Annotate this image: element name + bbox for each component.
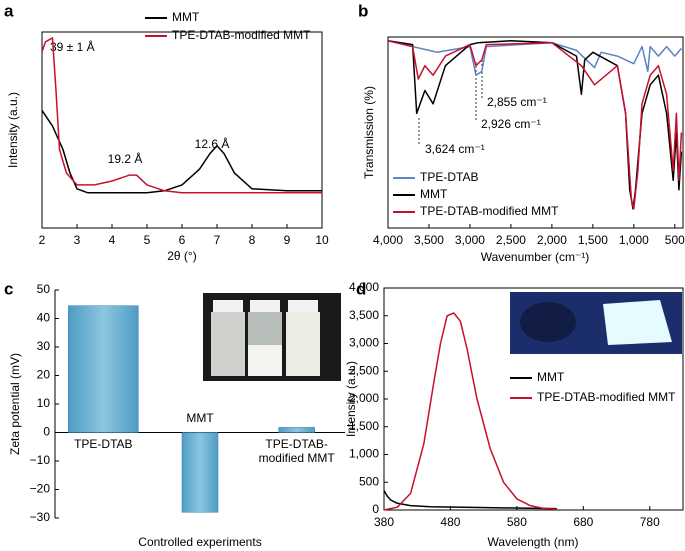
x-tick-label: 4,000 [373,233,403,247]
panel-letter: d [356,279,366,298]
legend-label: MMT [537,370,565,384]
powder-photo [510,292,682,354]
y-tick-label: −30 [30,510,51,524]
x-axis-label: Controlled experiments [138,535,261,549]
line-series [387,40,683,210]
x-axis-label: Wavelength (nm) [488,535,579,549]
x-tick-label: 380 [374,515,394,529]
y-tick-label: 10 [37,396,51,410]
y-tick-label: 4,000 [349,280,379,294]
x-tick-label: 1,000 [619,233,649,247]
panel-letter: b [358,1,368,20]
x-tick-label: 6 [179,233,186,247]
line-series [41,109,322,194]
x-tick-label: 2,000 [537,233,567,247]
x-tick-label: 480 [440,515,460,529]
line-series [387,40,683,210]
y-tick-label: 500 [359,474,379,488]
plot-frame [387,36,684,229]
x-tick-label: 4 [109,233,116,247]
legend-label: TPE-DTAB-modified MMT [537,390,676,404]
y-tick-label: 3,000 [349,336,379,350]
x-tick-label: 8 [249,233,256,247]
legend-label: MMT [172,10,200,24]
vial-photo [203,293,341,381]
legend-label: TPE-DTAB-modified MMT [420,204,559,218]
y-tick-label: −10 [30,453,51,467]
x-tick-label: 3,500 [414,233,444,247]
line-series [41,37,322,194]
category-label-box: TPE-DTAB [74,436,133,451]
x-axis-label: 2θ (°) [167,249,196,263]
y-tick-label: 3,500 [349,308,379,322]
x-axis-label: Wavenumber (cm⁻¹) [481,250,590,264]
y-tick-label: 1,500 [349,419,379,433]
y-tick-label: 0 [372,502,379,516]
category-label-box: TPE-DTAB-modified MMT [258,436,335,465]
x-tick-label: 5 [144,233,151,247]
bar [181,432,219,513]
x-tick-label: 2 [39,233,46,247]
category-label-box: MMT [186,410,214,425]
annotation: 2,855 cm⁻¹ [487,95,547,109]
x-tick-label: 1,500 [578,233,608,247]
x-tick-label: 10 [315,233,329,247]
line-series [387,40,682,76]
x-tick-label: TPE-DTAB-modified MMT [258,436,335,465]
y-axis-label: Intensity (a.u.) [344,361,358,437]
y-tick-label: 1,000 [349,447,379,461]
y-tick-label: 50 [37,282,51,296]
y-tick-label: 30 [37,339,51,353]
x-tick-label: 3,000 [455,233,485,247]
y-axis-label: Intensity (a.u.) [6,92,20,168]
annotation: 39 ± 1 Å [50,39,95,54]
x-tick-label: 9 [284,233,291,247]
plot-frame [41,31,323,229]
legend-label: MMT [420,187,448,201]
annotation: 2,926 cm⁻¹ [481,117,541,131]
y-tick-label: 20 [37,368,51,382]
x-tick-label: 7 [214,233,221,247]
x-tick-label: 500 [665,233,685,247]
y-tick-label: 0 [43,425,50,439]
panel-letter: a [4,1,14,20]
annotation: 3,624 cm⁻¹ [425,142,485,156]
annotation: 19.2 Å [108,151,143,166]
legend-label: TPE-DTAB [420,170,478,184]
guide-lines [418,60,483,145]
bar [68,305,139,433]
y-tick-label: 2,500 [349,363,379,377]
x-tick-label: MMT [186,410,214,425]
line-series [383,312,557,511]
annotation: 12.6 Å [195,136,230,151]
x-tick-label: 2,500 [496,233,526,247]
x-tick-label: 3 [74,233,81,247]
x-tick-label: 680 [573,515,593,529]
y-axis-label: Transmission (%) [362,86,376,179]
line-series [383,490,557,510]
bar [278,427,315,433]
legend-label: TPE-DTAB-modified MMT [172,28,311,42]
y-tick-label: 2,000 [349,391,379,405]
x-tick-label: 580 [507,515,527,529]
panel-letter: c [4,279,13,298]
x-tick-label: TPE-DTAB [74,436,133,451]
y-tick-label: −20 [30,482,51,496]
x-tick-label: 780 [640,515,660,529]
y-tick-label: 40 [37,311,51,325]
y-axis-label: Zeta potential (mV) [8,353,22,455]
